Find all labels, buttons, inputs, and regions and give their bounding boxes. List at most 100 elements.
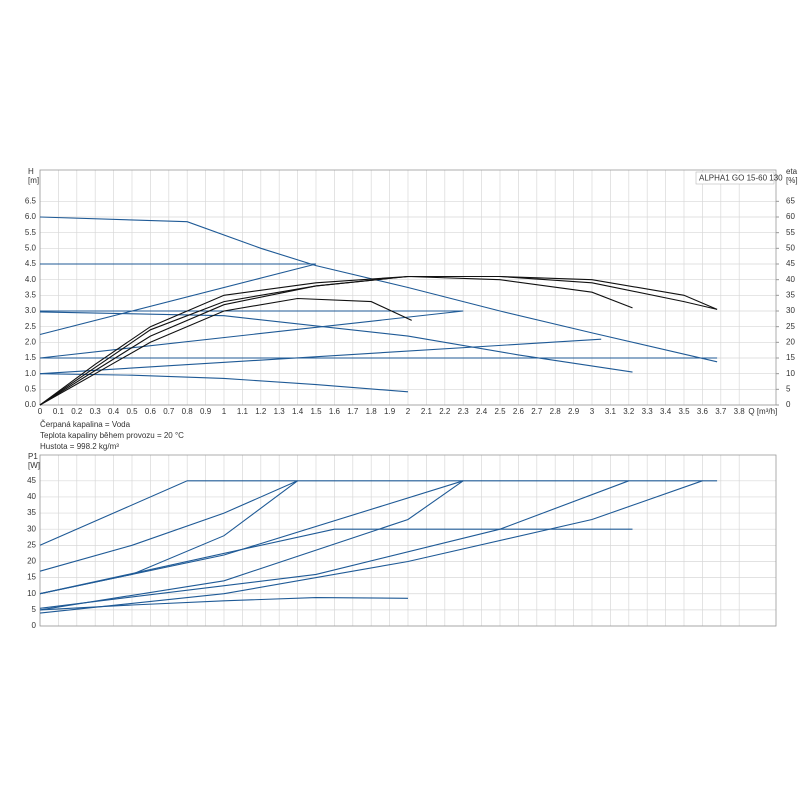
note: Hustota = 998.2 kg/m³: [40, 442, 119, 451]
x-tick-label: 3.6: [697, 407, 709, 416]
y2-tick-label: 50: [786, 243, 795, 252]
y2-tick-label: 0: [786, 400, 791, 409]
x-tick-label: 0.6: [145, 407, 157, 416]
y-tick-label: 20: [27, 557, 36, 566]
x-tick-label: 2.6: [513, 407, 525, 416]
x-tick-label: 2: [406, 407, 411, 416]
curve: [39, 373, 409, 393]
curve: [39, 480, 629, 609]
x-tick-label: 2.8: [550, 407, 562, 416]
x-tick-label: 0.8: [182, 407, 194, 416]
plot-frame: [39, 169, 777, 406]
y-tick-label: 40: [27, 492, 36, 501]
x-tick-label: 1.4: [292, 407, 304, 416]
curve: [39, 311, 633, 373]
x-tick-label: 0.1: [53, 407, 65, 416]
y2-tick-label: 15: [786, 353, 795, 362]
y-tick-label: 0.5: [25, 384, 37, 393]
y-tick-label: 3.0: [25, 306, 37, 315]
y-tick-label: 4.5: [25, 259, 37, 268]
curve: [39, 338, 602, 375]
x-tick-label: 1.8: [366, 407, 378, 416]
y2-tick-label: 30: [786, 306, 795, 315]
x-tick-label: 2.4: [476, 407, 488, 416]
y2-tick-label: 45: [786, 259, 795, 268]
legend-title: ALPHA1 GO 15-60 130: [699, 174, 783, 183]
curve: [39, 528, 633, 595]
y-tick-label: 45: [27, 476, 36, 485]
y2-tick-label: 5: [786, 384, 791, 393]
curve: [39, 275, 718, 406]
curve: [39, 480, 464, 611]
note: Čerpaná kapalina = Voda: [40, 420, 131, 429]
y-tick-label: 35: [27, 508, 36, 517]
y2-tick-label: 10: [786, 369, 795, 378]
y2-tick-label: 25: [786, 322, 795, 331]
curve: [39, 216, 718, 363]
y-axis-label: P1: [28, 452, 38, 461]
y2-axis-label: [%]: [786, 176, 798, 185]
x-tick-label: 2.1: [421, 407, 433, 416]
y-tick-label: 2.0: [25, 337, 37, 346]
x-tick-label: 1.6: [329, 407, 341, 416]
x-tick-label: 3.3: [642, 407, 654, 416]
y-tick-label: 1.0: [25, 369, 37, 378]
y2-tick-label: 35: [786, 290, 795, 299]
y-tick-label: 2.5: [25, 322, 37, 331]
x-tick-label: 3.5: [678, 407, 690, 416]
y-tick-label: 3.5: [25, 290, 37, 299]
curve: [39, 297, 412, 406]
x-tick-label: 1.3: [274, 407, 286, 416]
y2-tick-label: 40: [786, 275, 795, 284]
x-tick-label: 3: [590, 407, 595, 416]
y-tick-label: 1.5: [25, 353, 37, 362]
y-tick-label: 4.0: [25, 275, 37, 284]
x-tick-label: 0.4: [108, 407, 120, 416]
x-tick-label: 3.2: [623, 407, 635, 416]
y2-tick-label: 55: [786, 228, 795, 237]
legend-box: [695, 171, 775, 185]
plot-frame: [39, 454, 777, 627]
y-tick-label: 5.0: [25, 243, 37, 252]
x-tick-label: 2.7: [531, 407, 543, 416]
x-tick-label: 2.9: [568, 407, 580, 416]
curve: [39, 597, 409, 611]
x-tick-label: 1.5: [310, 407, 322, 416]
x-tick-label: 3.8: [734, 407, 746, 416]
x-tick-label: 2.5: [494, 407, 506, 416]
x-tick-label: 1.2: [255, 407, 267, 416]
curve: [39, 275, 718, 406]
y2-axis-label: eta: [786, 167, 798, 176]
y2-tick-label: 60: [786, 212, 795, 221]
y-tick-label: 15: [27, 573, 36, 582]
x-tick-label: 1: [222, 407, 227, 416]
x-tick-label: 1.9: [384, 407, 396, 416]
y-tick-label: 10: [27, 589, 36, 598]
y-tick-label: 6.0: [25, 212, 37, 221]
y2-tick-label: 20: [786, 337, 795, 346]
x-tick-label: 1.1: [237, 407, 249, 416]
curve: [39, 480, 703, 614]
x-tick-label: 0.9: [200, 407, 212, 416]
x-tick-label: 0.3: [90, 407, 102, 416]
x-tick-label: 1.7: [347, 407, 359, 416]
y-tick-label: 30: [27, 524, 36, 533]
y-tick-label: 0: [32, 621, 37, 630]
y-axis-label: H: [28, 167, 34, 176]
curve: [39, 310, 464, 359]
curve: [39, 480, 298, 572]
y-tick-label: 25: [27, 540, 36, 549]
x-tick-label: 0.5: [126, 407, 138, 416]
x-tick-label: 2.2: [439, 407, 451, 416]
y-tick-label: 0.0: [25, 400, 37, 409]
x-axis-label: Q [m³/h]: [748, 407, 777, 416]
y-axis-label: [W]: [28, 461, 40, 470]
x-tick-label: 0: [38, 407, 43, 416]
x-tick-label: 0.2: [71, 407, 83, 416]
y2-tick-label: 65: [786, 196, 795, 205]
y-tick-label: 6.5: [25, 196, 37, 205]
x-tick-label: 3.1: [605, 407, 617, 416]
note: Teplota kapaliny během provozu = 20 °C: [40, 431, 184, 440]
y-tick-label: 5: [32, 605, 37, 614]
